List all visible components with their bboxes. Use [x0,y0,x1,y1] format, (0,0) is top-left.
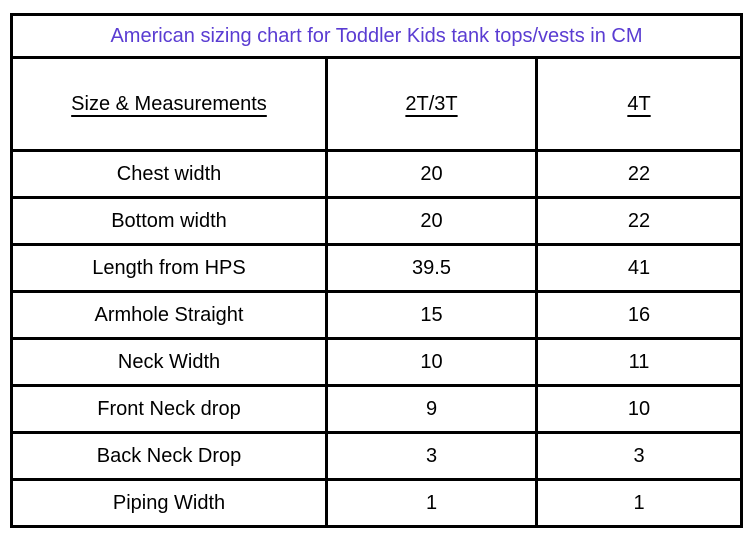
row-value: 9 [325,384,538,434]
row-value: 20 [325,196,538,246]
row-value: 15 [325,290,538,340]
row-value: 10 [535,384,743,434]
title-row: American sizing chart for Toddler Kids t… [10,13,743,59]
row-value: 10 [325,337,538,387]
row-label: Armhole Straight [10,290,328,340]
row-label: Length from HPS [10,243,328,293]
sizing-table: American sizing chart for Toddler Kids t… [10,13,743,528]
header-2t3t: 2T/3T [325,56,538,152]
row-value: 41 [535,243,743,293]
row-value: 3 [535,431,743,481]
table-row-bottom-width: Bottom width 20 22 [10,196,743,246]
row-value: 16 [535,290,743,340]
row-label: Back Neck Drop [10,431,328,481]
row-value: 22 [535,149,743,199]
row-value: 20 [325,149,538,199]
table-row-front-neck-drop: Front Neck drop 9 10 [10,384,743,434]
row-label: Neck Width [10,337,328,387]
header-size-measurements: Size & Measurements [10,56,328,152]
row-value: 3 [325,431,538,481]
chart-title: American sizing chart for Toddler Kids t… [10,13,743,59]
table-row-neck-width: Neck Width 10 11 [10,337,743,387]
row-value: 22 [535,196,743,246]
row-value: 1 [535,478,743,528]
row-value: 1 [325,478,538,528]
row-value: 39.5 [325,243,538,293]
row-value: 11 [535,337,743,387]
row-label: Chest width [10,149,328,199]
header-4t: 4T [535,56,743,152]
table-row-piping-width: Piping Width 1 1 [10,478,743,528]
table-row-armhole-straight: Armhole Straight 15 16 [10,290,743,340]
row-label: Front Neck drop [10,384,328,434]
header-row: Size & Measurements 2T/3T 4T [10,56,743,152]
table-row-back-neck-drop: Back Neck Drop 3 3 [10,431,743,481]
table-row-length-from-hps: Length from HPS 39.5 41 [10,243,743,293]
table-row-chest-width: Chest width 20 22 [10,149,743,199]
row-label: Piping Width [10,478,328,528]
row-label: Bottom width [10,196,328,246]
